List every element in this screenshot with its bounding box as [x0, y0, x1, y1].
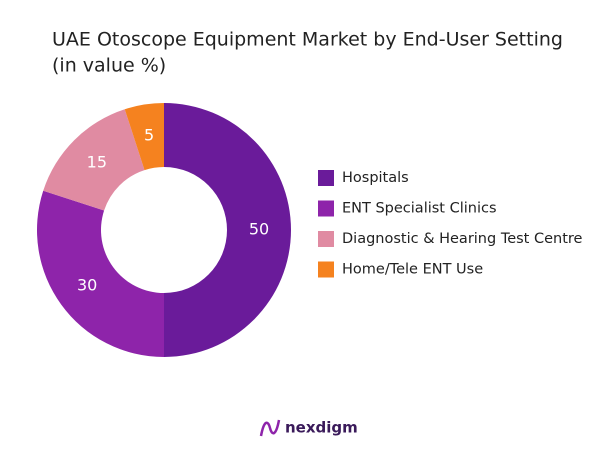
legend-label: Diagnostic & Hearing Test Centre [342, 231, 583, 247]
data-label: 30 [77, 275, 97, 294]
data-label: 15 [87, 152, 107, 171]
logo: nexdigm [259, 419, 358, 437]
donut-slice [124, 103, 164, 171]
legend-swatch [318, 231, 334, 247]
legend-swatch [318, 261, 334, 278]
legend-label: Home/Tele ENT Use [342, 262, 483, 278]
legend-label: Hospitals [342, 170, 409, 186]
legend-swatch [318, 200, 334, 217]
logo-icon [259, 419, 281, 437]
chart-title: UAE Otoscope Equipment Market by End-Use… [52, 29, 563, 51]
data-label: 5 [144, 126, 154, 145]
data-label: 50 [249, 220, 269, 239]
brand: nexdigm [285, 419, 358, 437]
donut-slice [43, 109, 145, 211]
chart-subtitle: (in value %) [52, 55, 166, 77]
legend-swatch [318, 170, 334, 186]
donut-slice [36, 190, 165, 357]
legend-label: ENT Specialist Clinics [342, 201, 497, 217]
donut-slice [164, 103, 291, 357]
